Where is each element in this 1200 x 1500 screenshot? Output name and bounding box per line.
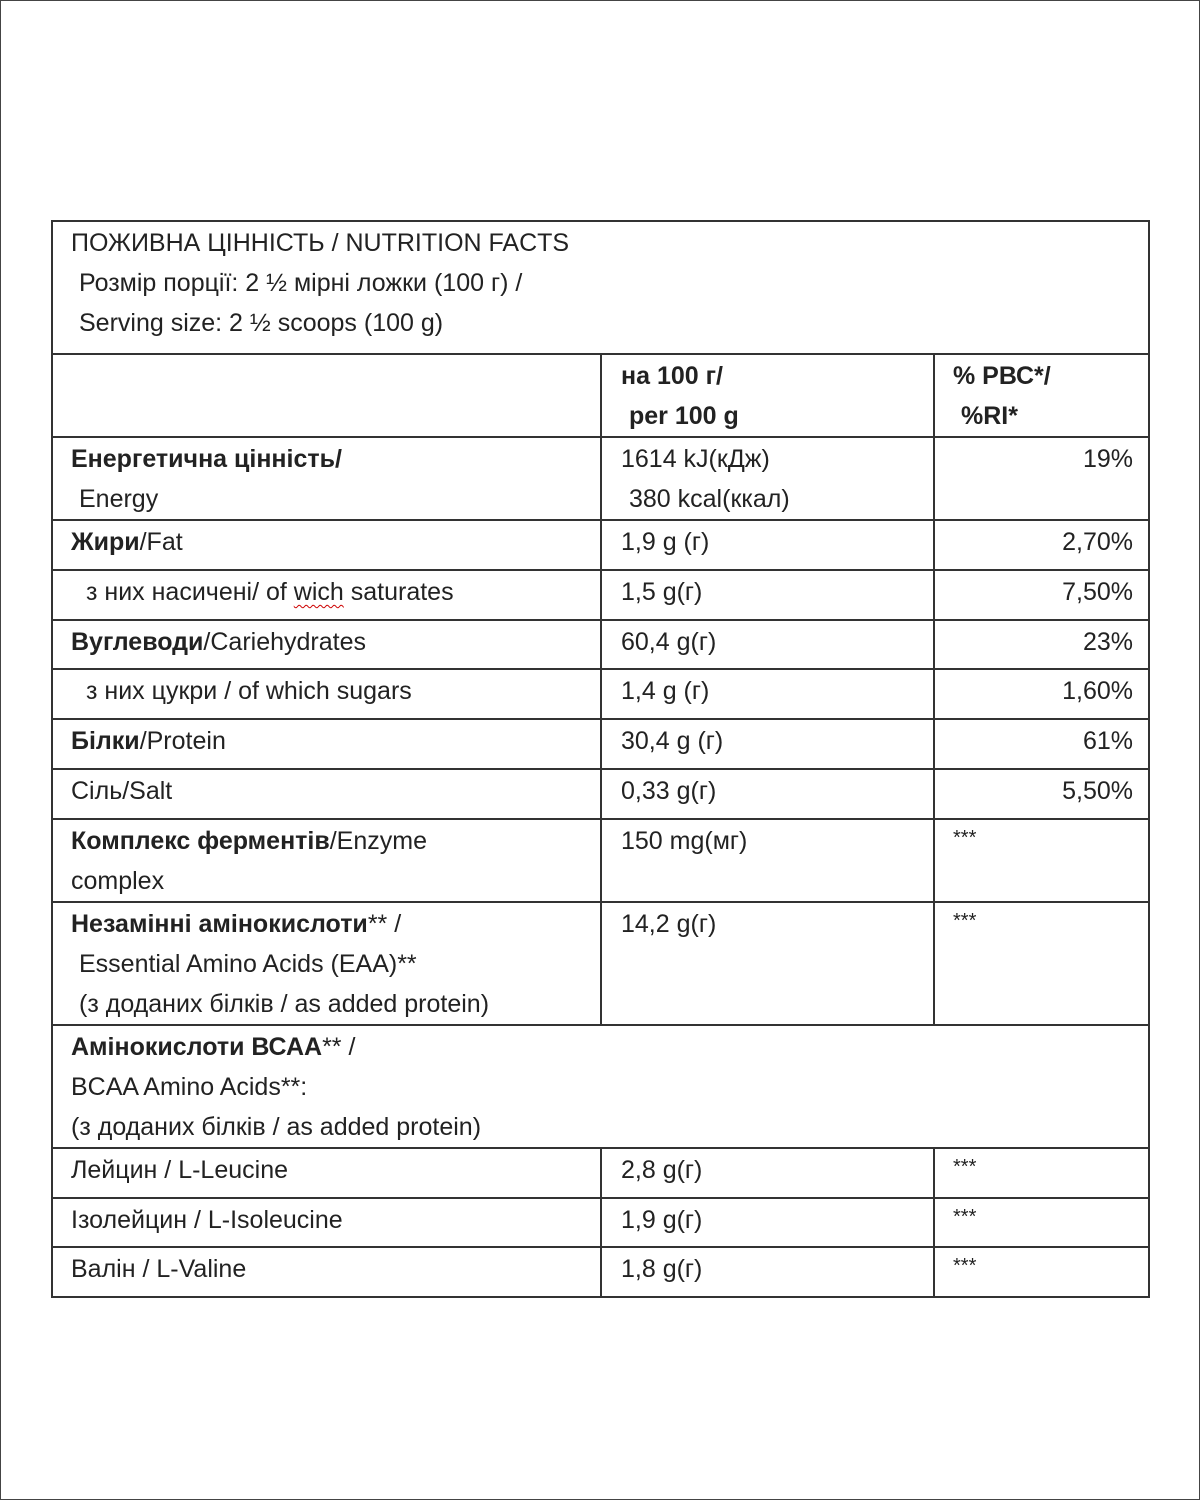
nutrient-label: Лейцин / L-Leucine — [51, 1147, 602, 1199]
label-post: saturates — [343, 578, 454, 606]
header-per-line1: на 100 г/ — [621, 362, 723, 390]
label-line2: BCAA Amino Acids**: — [71, 1073, 308, 1101]
ri-value: 1,60% — [933, 668, 1150, 720]
header-empty — [51, 353, 602, 438]
label-bold: Енергетична цінність/ — [71, 445, 342, 473]
header-ri-line1: % РВС*/ — [953, 362, 1051, 390]
bcaa-section-row: Амінокислоти ВСАА** / BCAA Amino Acids**:… — [51, 1024, 1150, 1149]
ri-value: 5,50% — [933, 768, 1150, 820]
label-bold: Жири — [71, 528, 140, 556]
bcaa-section-label: Амінокислоти ВСАА** / BCAA Amino Acids**:… — [51, 1024, 1150, 1149]
table-row: з них насичені/ of wich saturates 1,5 g(… — [51, 569, 1150, 621]
label-bold: Білки — [71, 727, 140, 755]
serving-size-uk: Розмір порції: 2 ½ мірні ложки (100 г) / — [79, 269, 523, 297]
nutrition-facts-table: ПОЖИВНА ЦІННІСТЬ / NUTRITION FACTS Розмі… — [51, 220, 1150, 1298]
value-kcal: 380 kcal(ккал) — [629, 485, 790, 513]
ri-value: 23% — [933, 619, 1150, 670]
table-row: Лейцин / L-Leucine 2,8 g(г) *** — [51, 1147, 1150, 1199]
nutrient-label: Вуглеводи/Cariehydrates — [51, 619, 602, 670]
nutrient-label: Білки/Protein — [51, 718, 602, 770]
nutrient-label: Сіль/Salt — [51, 768, 602, 820]
label-misspelled: wich — [293, 578, 344, 606]
ri-value: *** — [933, 818, 1150, 903]
nutrient-label: з них цукри / of which sugars — [51, 668, 602, 720]
ri-value: *** — [933, 1197, 1150, 1248]
ri-value: 2,70% — [933, 519, 1150, 571]
table-row: Сіль/Salt 0,33 g(г) 5,50% — [51, 768, 1150, 820]
nutrient-value: 1,9 g (г) — [600, 519, 935, 571]
label-bold: Амінокислоти ВСАА — [71, 1033, 323, 1061]
table-row: Білки/Protein 30,4 g (г) 61% — [51, 718, 1150, 770]
label-line2: complex — [71, 867, 165, 895]
table-title: ПОЖИВНА ЦІННІСТЬ / NUTRITION FACTS — [71, 229, 570, 257]
label-bold: Незамінні амінокислоти — [71, 910, 368, 938]
nutrient-label: Жири/Fat — [51, 519, 602, 571]
label-bold: Комплекс ферментів — [71, 827, 330, 855]
nutrient-label: Комплекс ферментів/Enzyme complex — [51, 818, 602, 903]
table-row: з них цукри / of which sugars 1,4 g (г) … — [51, 668, 1150, 720]
title-row: ПОЖИВНА ЦІННІСТЬ / NUTRITION FACTS Розмі… — [51, 220, 1150, 355]
ri-value: 7,50% — [933, 569, 1150, 621]
label-line2: Energy — [79, 485, 159, 513]
nutrient-value: 1,8 g(г) — [600, 1246, 935, 1298]
ri-value: *** — [933, 901, 1150, 1026]
label-pre: з них насичені/ of — [86, 578, 294, 606]
ri-value: 61% — [933, 718, 1150, 770]
serving-size-en: Serving size: 2 ½ scoops (100 g) — [79, 309, 444, 337]
table-row: Енергетична цінність/Energy 1614 kJ(кДж)… — [51, 436, 1150, 521]
nutrient-value: 1,9 g(г) — [600, 1197, 935, 1248]
ri-value: *** — [933, 1147, 1150, 1199]
nutrient-label: Валін / L-Valine — [51, 1246, 602, 1298]
nutrient-label: з них насичені/ of wich saturates — [51, 569, 602, 621]
label-rest: ** / — [322, 1033, 356, 1061]
nutrient-value: 0,33 g(г) — [600, 768, 935, 820]
table-row: Жири/Fat 1,9 g (г) 2,70% — [51, 519, 1150, 571]
label-bold: Вуглеводи — [71, 628, 204, 656]
label-line3: (з доданих білків / as added protein) — [71, 1113, 482, 1141]
label-rest: /Cariehydrates — [203, 628, 366, 656]
label-line3: (з доданих білків / as added protein) — [79, 990, 490, 1018]
nutrient-label: Незамінні амінокислоти** / Essential Amin… — [51, 901, 602, 1026]
header-ri: % РВС*/ %RI* — [933, 353, 1150, 438]
header-ri-line2: %RI* — [961, 402, 1018, 430]
ri-value: 19% — [933, 436, 1150, 521]
nutrient-value: 60,4 g(г) — [600, 619, 935, 670]
header-per-100g: на 100 г/ per 100 g — [600, 353, 935, 438]
table-row: Ізолейцин / L-Isoleucine 1,9 g(г) *** — [51, 1197, 1150, 1248]
table-row: Комплекс ферментів/Enzyme complex 150 mg(… — [51, 818, 1150, 903]
table-row: Вуглеводи/Cariehydrates 60,4 g(г) 23% — [51, 619, 1150, 670]
label-text: з них цукри / of which sugars — [86, 677, 412, 705]
nutrient-value: 30,4 g (г) — [600, 718, 935, 770]
title-cell: ПОЖИВНА ЦІННІСТЬ / NUTRITION FACTS Розмі… — [51, 220, 1150, 355]
nutrient-value: 2,8 g(г) — [600, 1147, 935, 1199]
nutrient-value: 1,4 g (г) — [600, 668, 935, 720]
value-kj: 1614 kJ(кДж) — [621, 445, 770, 473]
nutrient-value: 1,5 g(г) — [600, 569, 935, 621]
table-row: Незамінні амінокислоти** / Essential Amin… — [51, 901, 1150, 1026]
nutrient-label: Енергетична цінність/Energy — [51, 436, 602, 521]
nutrient-value: 150 mg(мг) — [600, 818, 935, 903]
nutrient-value: 14,2 g(г) — [600, 901, 935, 1026]
nutrient-value: 1614 kJ(кДж) 380 kcal(ккал) — [600, 436, 935, 521]
label-rest: /Enzyme — [329, 827, 427, 855]
header-row: на 100 г/ per 100 g % РВС*/ %RI* — [51, 353, 1150, 438]
label-rest: /Protein — [139, 727, 226, 755]
label-rest: ** / — [367, 910, 402, 938]
label-rest: /Fat — [139, 528, 183, 556]
nutrient-label: Ізолейцин / L-Isoleucine — [51, 1197, 602, 1248]
table-row: Валін / L-Valine 1,8 g(г) *** — [51, 1246, 1150, 1298]
ri-value: *** — [933, 1246, 1150, 1298]
label-line2: Essential Amino Acids (EAA)** — [79, 950, 417, 978]
header-per-line2: per 100 g — [629, 402, 739, 430]
